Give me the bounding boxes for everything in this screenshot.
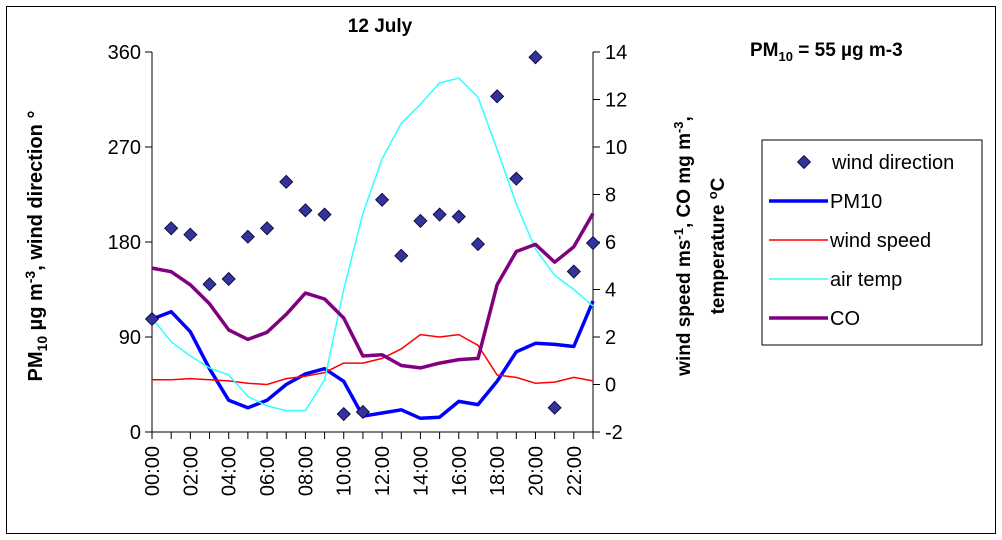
series-line-co bbox=[151, 212, 595, 370]
wind-direction-point bbox=[432, 207, 447, 222]
wind-direction-point bbox=[394, 248, 409, 263]
left-tick-label: 180 bbox=[108, 232, 141, 254]
x-tick-label: 18:00 bbox=[487, 446, 509, 496]
wind-direction-point bbox=[547, 400, 562, 415]
wind-direction-point bbox=[490, 89, 505, 104]
right-tick-label: 12 bbox=[605, 90, 627, 112]
right-tick-label: -2 bbox=[605, 422, 623, 444]
wind-direction-point bbox=[221, 271, 236, 287]
pm10-annotation: PM10 = 55 µg m-3 bbox=[750, 40, 903, 64]
wind-direction-point bbox=[164, 221, 179, 236]
series-lines bbox=[151, 77, 595, 421]
wind-direction-point bbox=[566, 264, 581, 279]
x-tick-label: 12:00 bbox=[372, 446, 394, 496]
left-tick-label: 270 bbox=[108, 137, 141, 159]
legend-marker-wind-direction bbox=[796, 154, 812, 170]
legend-label-air-temp: air temp bbox=[830, 269, 902, 291]
right-tick-label: 14 bbox=[605, 42, 627, 64]
wind-direction-point bbox=[240, 229, 255, 244]
right-tick-label: 4 bbox=[605, 280, 616, 302]
legend-label-pm10: PM10 bbox=[830, 191, 882, 213]
series-markers bbox=[144, 50, 601, 422]
legend-label-wind-direction: wind direction bbox=[831, 152, 954, 174]
chart-title: 12 July bbox=[348, 16, 413, 37]
x-tick-label: 02:00 bbox=[180, 446, 202, 496]
right-tick-label: 10 bbox=[605, 137, 627, 159]
wind-direction-point bbox=[528, 50, 543, 65]
x-tick-label: 04:00 bbox=[219, 446, 241, 496]
wind-direction-point bbox=[585, 235, 601, 251]
x-tick-label: 14:00 bbox=[410, 446, 432, 496]
wind-direction-point bbox=[355, 404, 370, 420]
left-tick-label: 360 bbox=[108, 42, 141, 64]
left-axis-label: PM10 µg m-3, wind direction ° bbox=[22, 111, 50, 382]
wind-direction-point bbox=[413, 213, 428, 228]
series-line-wind-speed bbox=[152, 333, 594, 386]
wind-direction-point bbox=[336, 406, 351, 422]
x-tick-label: 10:00 bbox=[334, 446, 356, 496]
right-tick-label: 8 bbox=[605, 185, 616, 207]
left-tick-label: 0 bbox=[130, 422, 141, 444]
series-line-air-temp bbox=[151, 77, 594, 412]
right-axis-label-line2: temperature oC bbox=[705, 177, 729, 314]
right-tick-label: 0 bbox=[605, 375, 616, 397]
right-axis-label-line1: wind speed ms-1, CO mg m-3, bbox=[671, 116, 695, 377]
x-tick-label: 22:00 bbox=[564, 446, 586, 496]
x-tick-label: 16:00 bbox=[449, 446, 471, 496]
wind-direction-point bbox=[279, 174, 294, 189]
legend-label-wind-speed: wind speed bbox=[829, 230, 931, 252]
left-tick-label: 90 bbox=[119, 327, 141, 349]
wind-direction-point bbox=[144, 311, 160, 327]
x-tick-label: 08:00 bbox=[295, 446, 317, 496]
right-tick-label: 6 bbox=[605, 232, 616, 254]
x-tick-label: 06:00 bbox=[257, 446, 279, 496]
legend-label-co: CO bbox=[830, 308, 860, 330]
wind-direction-point bbox=[509, 171, 524, 186]
series-line-pm10 bbox=[151, 300, 595, 421]
wind-direction-point bbox=[183, 227, 198, 242]
x-tick-label: 20:00 bbox=[525, 446, 547, 496]
legend-box bbox=[761, 139, 983, 346]
wind-direction-point bbox=[259, 221, 275, 236]
wind-direction-point bbox=[375, 192, 390, 207]
legend: wind direction PM10 wind speed air temp CO bbox=[761, 139, 983, 346]
axes: 0 90 180 270 360 -2 0 2 4 6 8 10 12 14 00:00 02:00 04:00… bbox=[108, 42, 628, 496]
wind-direction-point bbox=[451, 209, 466, 224]
wind-direction-point bbox=[202, 277, 217, 292]
wind-direction-point bbox=[317, 207, 332, 222]
x-tick-label: 00:00 bbox=[142, 446, 164, 496]
wind-direction-point bbox=[298, 203, 313, 218]
wind-direction-point bbox=[470, 237, 486, 252]
right-tick-label: 2 bbox=[605, 327, 616, 349]
